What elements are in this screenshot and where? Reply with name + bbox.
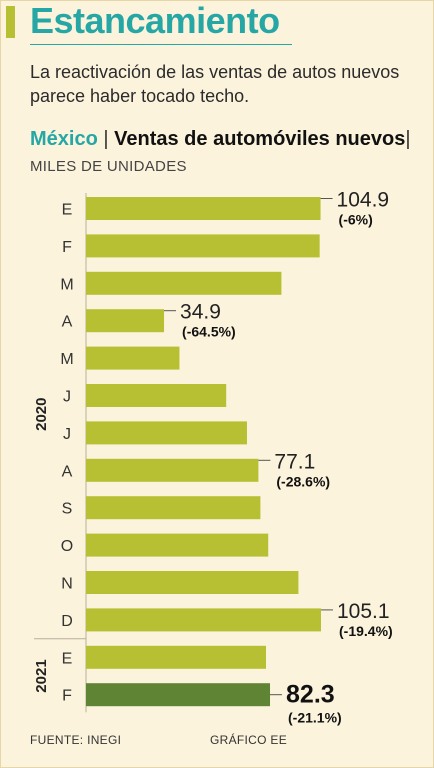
year-label: 2021 bbox=[33, 659, 50, 692]
percent-label: (-6%) bbox=[339, 212, 373, 228]
bar-6 bbox=[86, 421, 247, 445]
bar-0 bbox=[86, 197, 321, 220]
month-label: J bbox=[63, 389, 71, 406]
percent-label: (-28.6%) bbox=[276, 473, 330, 489]
bar-4 bbox=[86, 346, 180, 370]
source-note: FUENTE: INEGI bbox=[30, 733, 122, 747]
credit-note: GRÁFICO EE bbox=[210, 733, 288, 747]
month-label: N bbox=[61, 576, 73, 593]
month-label: E bbox=[62, 650, 73, 667]
month-label: A bbox=[62, 463, 73, 480]
value-label: 34.9 bbox=[180, 301, 221, 324]
value-label: 104.9 bbox=[337, 189, 390, 212]
month-label: E bbox=[62, 202, 73, 219]
value-label: 77.1 bbox=[274, 450, 315, 473]
bar-8 bbox=[86, 496, 261, 520]
value-label: 82.3 bbox=[286, 681, 335, 709]
country-label: México bbox=[30, 128, 98, 150]
page-title: Estancamiento bbox=[30, 0, 280, 41]
chart-heading: México | Ventas de automóviles nuevos| M… bbox=[30, 126, 430, 180]
bar-7 bbox=[86, 458, 259, 482]
month-label: M bbox=[60, 351, 73, 368]
bar-9 bbox=[86, 533, 269, 557]
chart-title: Ventas de automóviles nuevos bbox=[114, 128, 406, 150]
month-label: F bbox=[62, 688, 72, 705]
bar-10 bbox=[86, 571, 299, 594]
units-label: MILES DE UNIDADES bbox=[30, 158, 187, 175]
bar-5 bbox=[86, 384, 227, 407]
value-label: 105.1 bbox=[337, 600, 390, 623]
percent-label: (-19.4%) bbox=[339, 623, 393, 639]
month-label: S bbox=[62, 501, 73, 518]
month-label: F bbox=[62, 239, 72, 256]
units-separator: | bbox=[405, 128, 411, 150]
month-label: M bbox=[60, 276, 73, 293]
percent-label: (-21.1%) bbox=[288, 710, 342, 726]
month-label: O bbox=[61, 538, 73, 555]
subtitle: La reactivación de las ventas de autos n… bbox=[30, 62, 400, 106]
bar-1 bbox=[86, 234, 320, 258]
bar-12 bbox=[86, 645, 266, 669]
title-rule bbox=[30, 44, 292, 45]
bar-3 bbox=[86, 309, 165, 333]
bar-11 bbox=[86, 608, 321, 632]
bar-2 bbox=[86, 271, 282, 295]
heading-separator: | bbox=[103, 128, 109, 150]
year-label: 2020 bbox=[33, 398, 50, 431]
month-label: J bbox=[63, 426, 71, 443]
bar-13 bbox=[86, 683, 271, 707]
month-label: D bbox=[61, 613, 73, 630]
percent-label: (-64.5%) bbox=[182, 324, 236, 340]
title-accent-bar bbox=[6, 6, 15, 38]
month-label: A bbox=[62, 314, 73, 331]
